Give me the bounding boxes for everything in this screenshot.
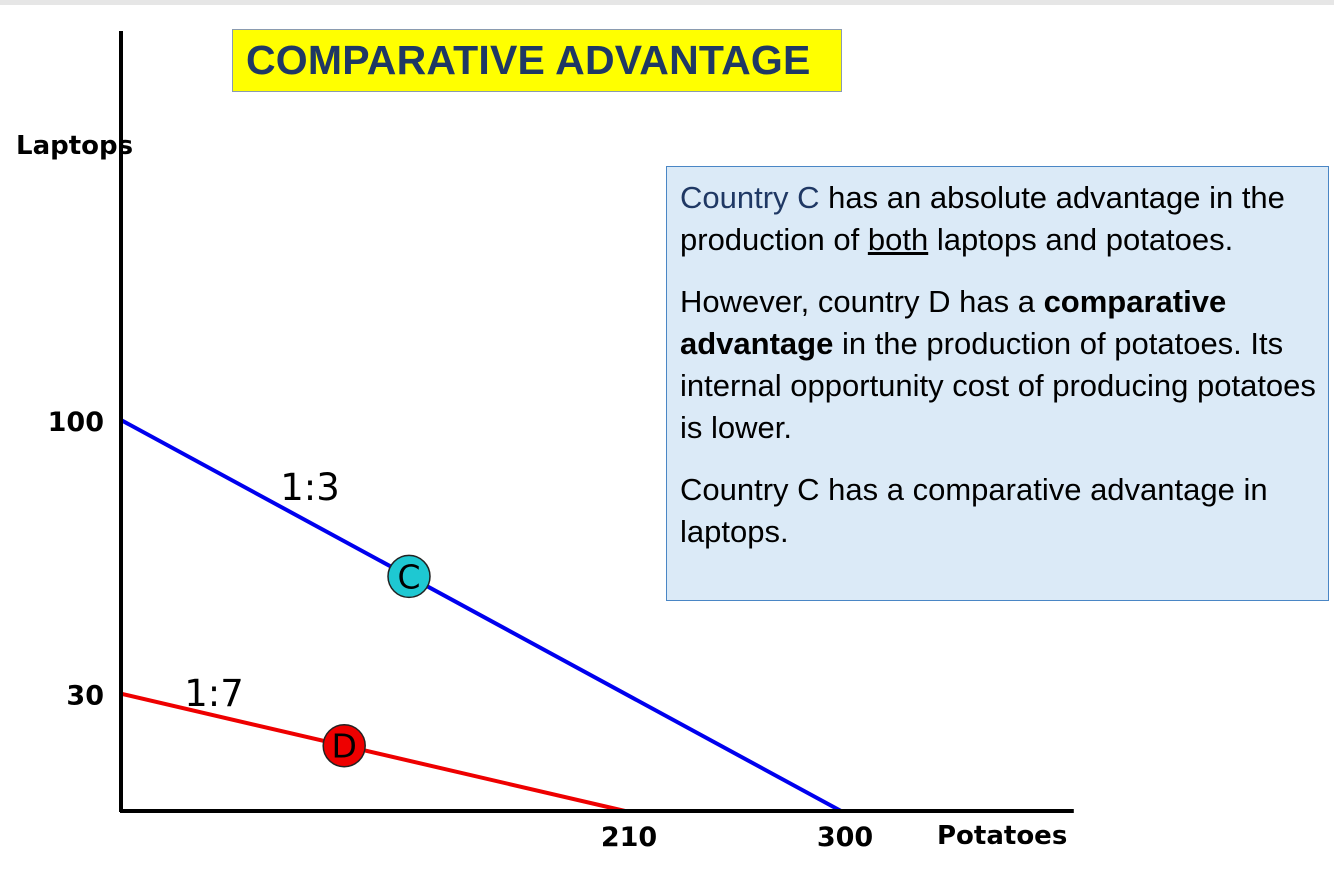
explanation-paragraph-2: However, country D has a comparative adv…: [680, 281, 1316, 449]
explanation-box: Country C has an absolute advantage in t…: [666, 166, 1329, 601]
country-marker-label-c: C: [397, 557, 420, 596]
p1-text-a: has an absolute advantage in the product…: [680, 180, 1285, 257]
top-edge-bar: [0, 0, 1334, 5]
country-c-highlight: Country C: [680, 180, 820, 215]
y-tick-label-100: 100: [48, 407, 104, 438]
country-marker-label-d: D: [331, 727, 356, 766]
y-axis-title: Laptops: [16, 131, 133, 161]
x-axis-title: Potatoes: [937, 821, 1067, 851]
x-tick-label-210: 210: [601, 822, 657, 853]
y-tick-label-30: 30: [66, 681, 104, 712]
slide-title-box: COMPARATIVE ADVANTAGE: [232, 29, 842, 92]
p2-text-a: However, country D has a: [680, 284, 1044, 319]
ratio-label-c: 1:3: [280, 466, 340, 509]
ratio-label-d: 1:7: [184, 672, 244, 715]
explanation-paragraph-3: Country C has a comparative advantage in…: [680, 469, 1316, 553]
p1-text-b: laptops and potatoes.: [928, 222, 1234, 257]
p3-text: Country C has a comparative advantage in…: [680, 472, 1268, 549]
both-underlined: both: [867, 222, 929, 257]
explanation-paragraph-1: Country C has an absolute advantage in t…: [680, 177, 1316, 261]
x-tick-label-300: 300: [817, 822, 873, 853]
series-line-c: [120, 418, 842, 813]
country-marker-d: [322, 723, 366, 768]
comparative-advantage-bold: comparative advantage: [680, 284, 1227, 361]
series-line-d: [120, 691, 626, 813]
slide-title: COMPARATIVE ADVANTAGE: [246, 37, 811, 83]
p2-text-b: in the production of potatoes. Its inter…: [680, 326, 1316, 445]
country-marker-c: [387, 554, 431, 599]
